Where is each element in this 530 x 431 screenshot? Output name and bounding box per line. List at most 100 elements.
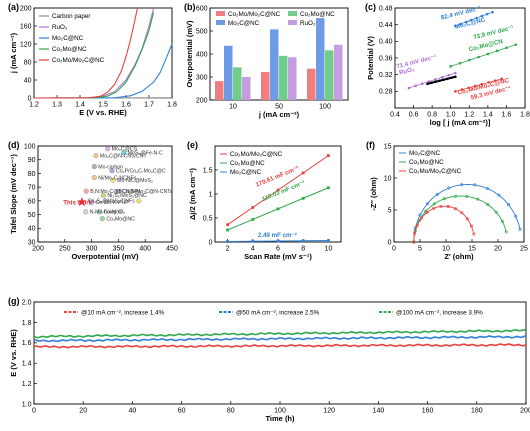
comparison-point	[115, 188, 121, 194]
legend-label: RuO₂	[52, 24, 68, 31]
comparison-point	[83, 209, 89, 215]
lsv-curve	[33, 12, 155, 99]
legend-swatch	[216, 20, 225, 25]
y-axis-label: Potential (V)	[366, 36, 375, 80]
x-tick-label: 100	[274, 408, 286, 415]
tafel-point	[454, 71, 457, 75]
bar	[233, 67, 242, 100]
tafel-fit	[455, 78, 502, 92]
y-tick-label: 1.0	[22, 401, 32, 408]
comparison-label: Co-Mo-K-PHP	[96, 200, 130, 206]
tafel-fit	[455, 11, 493, 27]
comparison-point	[109, 168, 115, 174]
x-tick-label: 6	[276, 246, 280, 253]
nyquist-fit	[413, 205, 475, 243]
nyquist-point	[453, 194, 457, 198]
cdl-point	[226, 223, 229, 227]
panel-label: (g)	[8, 296, 20, 306]
comparison-point	[89, 199, 95, 205]
tafel-fit	[427, 75, 456, 85]
x-tick-label: 1.5	[98, 102, 108, 109]
cdl-point	[327, 186, 330, 190]
y-tick-label: 500	[196, 28, 208, 35]
legend-label: Co₂Mo@NC	[300, 11, 335, 18]
x-tick-label: 80	[227, 408, 235, 415]
x-axis-label: log [ j (mA cm⁻²)]	[430, 118, 491, 127]
nyquist-point	[432, 206, 436, 210]
lsv-curve	[33, 43, 173, 99]
y-axis-label: E (V vs. RHE)	[9, 329, 18, 377]
comparison-label: Co@-Mo₂C@N-CNTs	[122, 189, 172, 195]
category-label: 10	[229, 104, 237, 111]
comparison-point	[105, 146, 111, 152]
comparison-point	[100, 192, 106, 198]
panel-label: (a)	[8, 2, 19, 12]
y-tick-label: 0.44	[379, 22, 393, 29]
x-tick-label: 40	[129, 408, 137, 415]
tafel-fit	[408, 72, 456, 89]
comparison-label: Ni₃S₂/MoS₂@NC	[107, 193, 147, 199]
x-tick-label: 5	[418, 246, 422, 253]
nyquist-point	[447, 186, 451, 190]
nyquist-point	[500, 219, 504, 223]
nyquist-point	[453, 207, 457, 211]
x-tick-label: 200	[520, 408, 530, 415]
y-tick-label: 120	[20, 41, 32, 48]
x-tick-label: 20	[494, 246, 502, 253]
plot-frame	[37, 145, 173, 243]
y-tick-label: 1	[209, 191, 213, 198]
bar	[261, 71, 270, 100]
cdl-point	[226, 228, 229, 232]
bar	[307, 68, 316, 100]
y-tick-label: 50	[28, 212, 36, 219]
panel-label: (e)	[187, 140, 198, 150]
cdl-point	[251, 206, 255, 209]
nyquist-point	[425, 210, 429, 214]
comparison-point	[136, 198, 142, 204]
x-tick-label: 1.7	[144, 102, 154, 109]
x-tick-label: 1.8	[520, 112, 530, 119]
nyquist-point	[504, 230, 508, 234]
bar	[334, 44, 343, 100]
nyquist-point	[469, 224, 473, 228]
legend-label: Co₂Mo@NC	[409, 159, 444, 166]
legend-swatch	[216, 11, 225, 16]
x-tick-label: 0	[392, 246, 396, 253]
cdl-annotation: 2.49 mF cm⁻²	[258, 232, 297, 239]
y-tick-label: 80	[28, 171, 36, 178]
legend-label: Co₂Mo@NC	[230, 160, 265, 167]
nyquist-point	[439, 204, 443, 208]
y-tick-label: 0.48	[379, 5, 393, 12]
x-tick-label: 1.6	[121, 102, 131, 109]
stability-trace	[33, 328, 527, 339]
y-tick-label: 0.40	[379, 39, 393, 46]
x-tick-label: 8	[301, 246, 305, 253]
cdl-point	[327, 154, 330, 157]
x-tick-label: 0.4	[390, 112, 400, 119]
tafel-annotation: 73.9 mV dec⁻¹	[473, 24, 515, 41]
legend-label: Co₂Mo@NC	[52, 46, 87, 53]
nyquist-point	[460, 183, 464, 187]
x-tick-label: 0.6	[409, 112, 419, 119]
tafel-annotation: RuO₂	[398, 66, 415, 77]
nyquist-point	[494, 210, 498, 214]
panel-label: (d)	[8, 140, 20, 150]
y-tick-label: 0	[28, 95, 32, 102]
x-tick-label: 60	[178, 408, 186, 415]
cdl-point	[276, 207, 280, 211]
nyquist-point	[514, 214, 518, 218]
y-tick-label: 160	[20, 23, 32, 30]
panel-label: (c)	[365, 2, 376, 12]
y-tick-label: 60	[28, 198, 36, 205]
cdl-point	[226, 240, 229, 243]
nyquist-point	[412, 240, 416, 244]
x-tick-label: 2	[226, 246, 230, 253]
cdl-point	[301, 239, 305, 243]
nyquist-fit	[413, 195, 507, 243]
comparison-label: Mo-carbon	[98, 164, 123, 170]
nyquist-point	[418, 213, 422, 217]
x-tick-label: 20	[79, 408, 87, 415]
cdl-point	[251, 239, 255, 243]
x-tick-label: 1.4	[75, 102, 85, 109]
this-work-star: ★	[77, 196, 87, 208]
